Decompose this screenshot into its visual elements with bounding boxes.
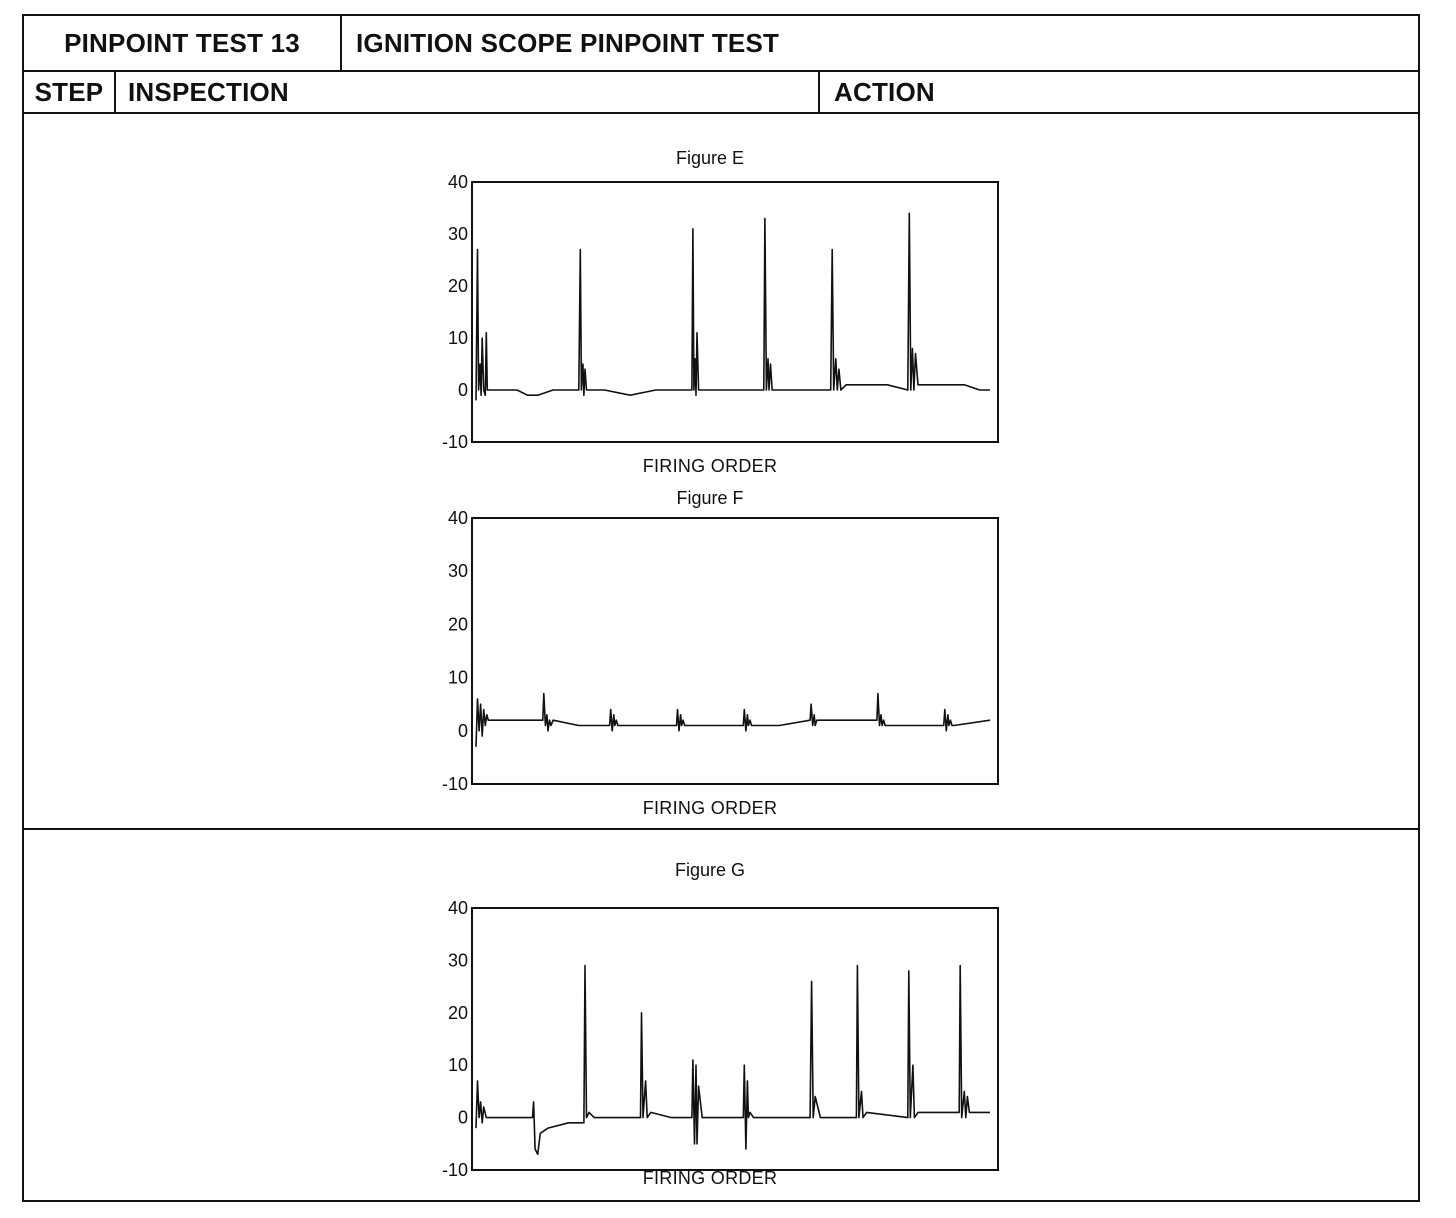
plot-area-frame — [471, 181, 999, 443]
y-tick-label: -10 — [442, 774, 468, 794]
y-tick-label: 0 — [458, 721, 468, 741]
test-title-cell: IGNITION SCOPE PINPOINT TEST — [342, 16, 1418, 70]
y-tick-label: -10 — [442, 1160, 468, 1180]
title-row: PINPOINT TEST 13 IGNITION SCOPE PINPOINT… — [24, 16, 1418, 72]
y-tick-label: 20 — [448, 614, 468, 634]
step-header: STEP — [24, 72, 116, 112]
figure-g-title: Figure G — [674, 860, 746, 880]
plot-area-frame — [471, 517, 999, 785]
figure-e-xlabel: FIRING ORDER — [642, 456, 778, 476]
figures-e-f-section: Figure E 40 30 20 10 0 -10 FIRING ORDER Figur… — [24, 114, 1418, 830]
y-tick-label: 30 — [448, 561, 468, 581]
step-header-label: STEP — [34, 76, 104, 107]
figure-g-section: Figure G 40 30 20 10 0 -10 FIRING ORDER — [24, 830, 1418, 1202]
test-number: PINPOINT TEST 13 — [64, 27, 300, 58]
figure-f-xlabel: FIRING ORDER — [642, 798, 778, 818]
y-tick-label: 40 — [448, 898, 468, 918]
action-header: ACTION — [820, 72, 1418, 112]
y-tick-label: 0 — [458, 1108, 468, 1128]
inspection-header-label: INSPECTION — [128, 76, 289, 107]
figure-g-xlabel: FIRING ORDER — [642, 1168, 778, 1188]
figure-f-chart: 40 30 20 10 0 -10 — [442, 508, 999, 794]
figure-f-title: Figure F — [676, 488, 744, 508]
scope-waveform-line — [475, 212, 990, 401]
y-tick-label: 10 — [448, 668, 468, 688]
y-tick-label: 10 — [448, 1055, 468, 1075]
figure-g-chart: 40 30 20 10 0 -10 — [442, 898, 999, 1180]
test-number-cell: PINPOINT TEST 13 — [24, 16, 342, 70]
action-header-label: ACTION — [834, 76, 935, 107]
y-tick-label: 0 — [458, 380, 468, 400]
y-tick-label: 40 — [448, 172, 468, 192]
y-tick-label: 40 — [448, 508, 468, 528]
inspection-header: INSPECTION — [116, 72, 820, 112]
scope-waveform-line — [475, 692, 991, 747]
figure-e-chart: 40 30 20 10 0 -10 — [442, 172, 999, 452]
y-tick-label: 30 — [448, 950, 468, 970]
plot-area-frame — [471, 907, 999, 1171]
y-tick-label: 20 — [448, 276, 468, 296]
scope-waveform-line — [475, 964, 990, 1156]
column-header-row: STEP INSPECTION ACTION — [24, 72, 1418, 114]
y-tick-label: 10 — [448, 328, 468, 348]
test-title: IGNITION SCOPE PINPOINT TEST — [356, 27, 780, 58]
figure-e-title: Figure E — [675, 148, 745, 168]
pinpoint-test-table: PINPOINT TEST 13 IGNITION SCOPE PINPOINT… — [22, 14, 1420, 1202]
y-tick-label: 30 — [448, 224, 468, 244]
y-tick-label: -10 — [442, 432, 468, 452]
y-tick-label: 20 — [448, 1003, 468, 1023]
